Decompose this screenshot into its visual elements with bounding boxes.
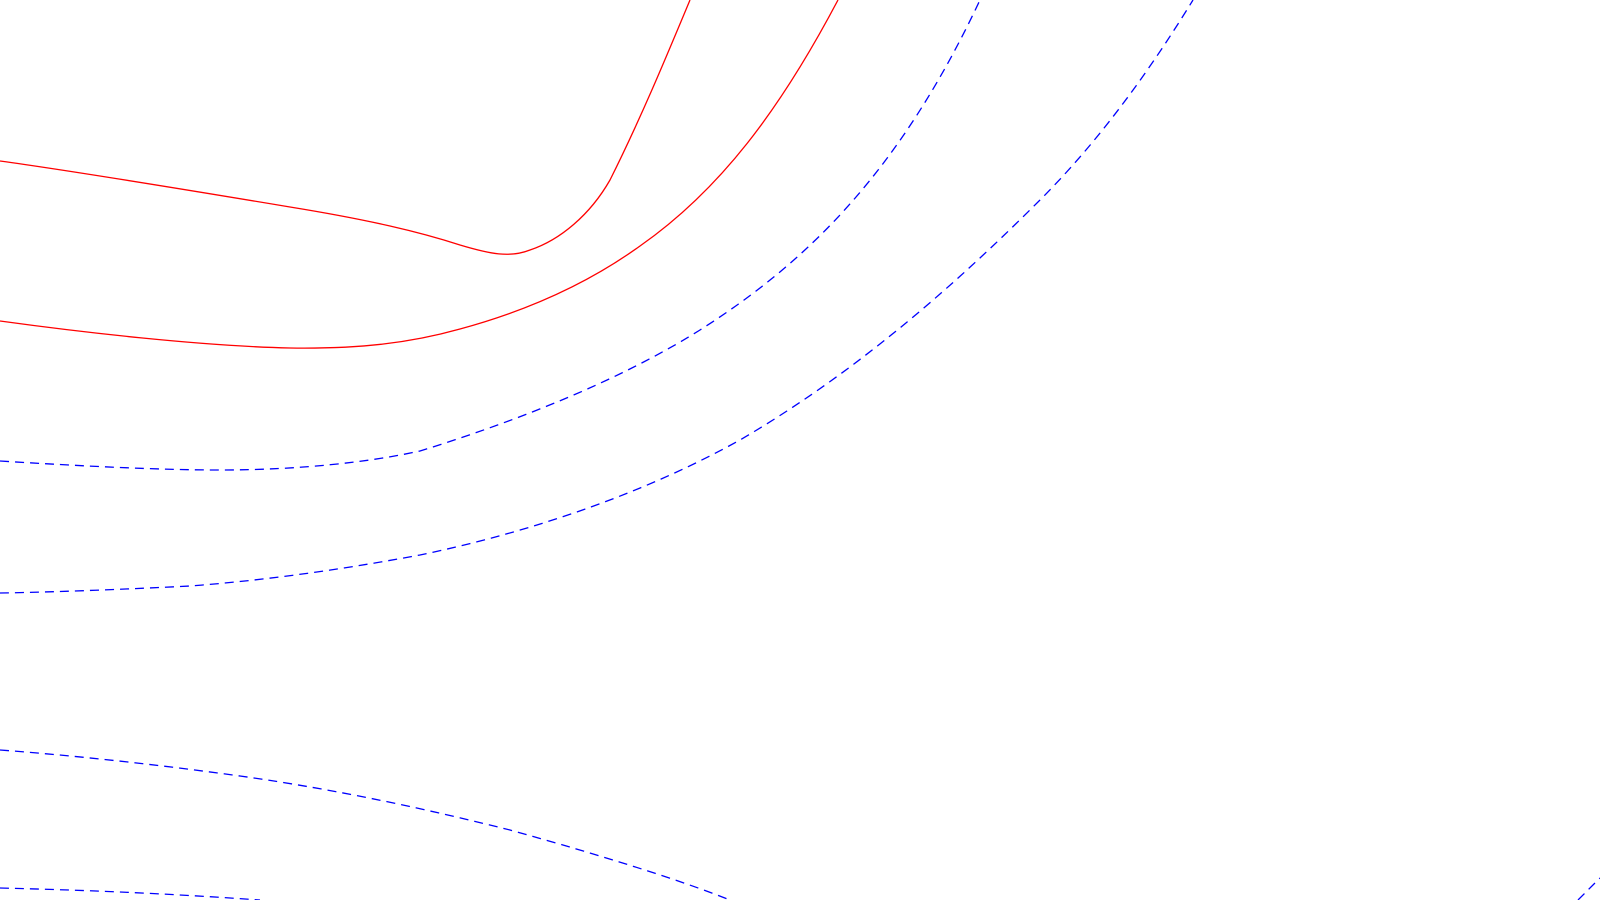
blue-contour-4 [0,887,261,900]
red-contour-2 [0,0,839,349]
blue-contour-2 [0,0,1194,594]
red-contour-1 [0,0,691,255]
blue-contour-1 [0,0,981,471]
blue-contour-3 [0,749,731,900]
blue-contour-5 [1577,877,1600,900]
